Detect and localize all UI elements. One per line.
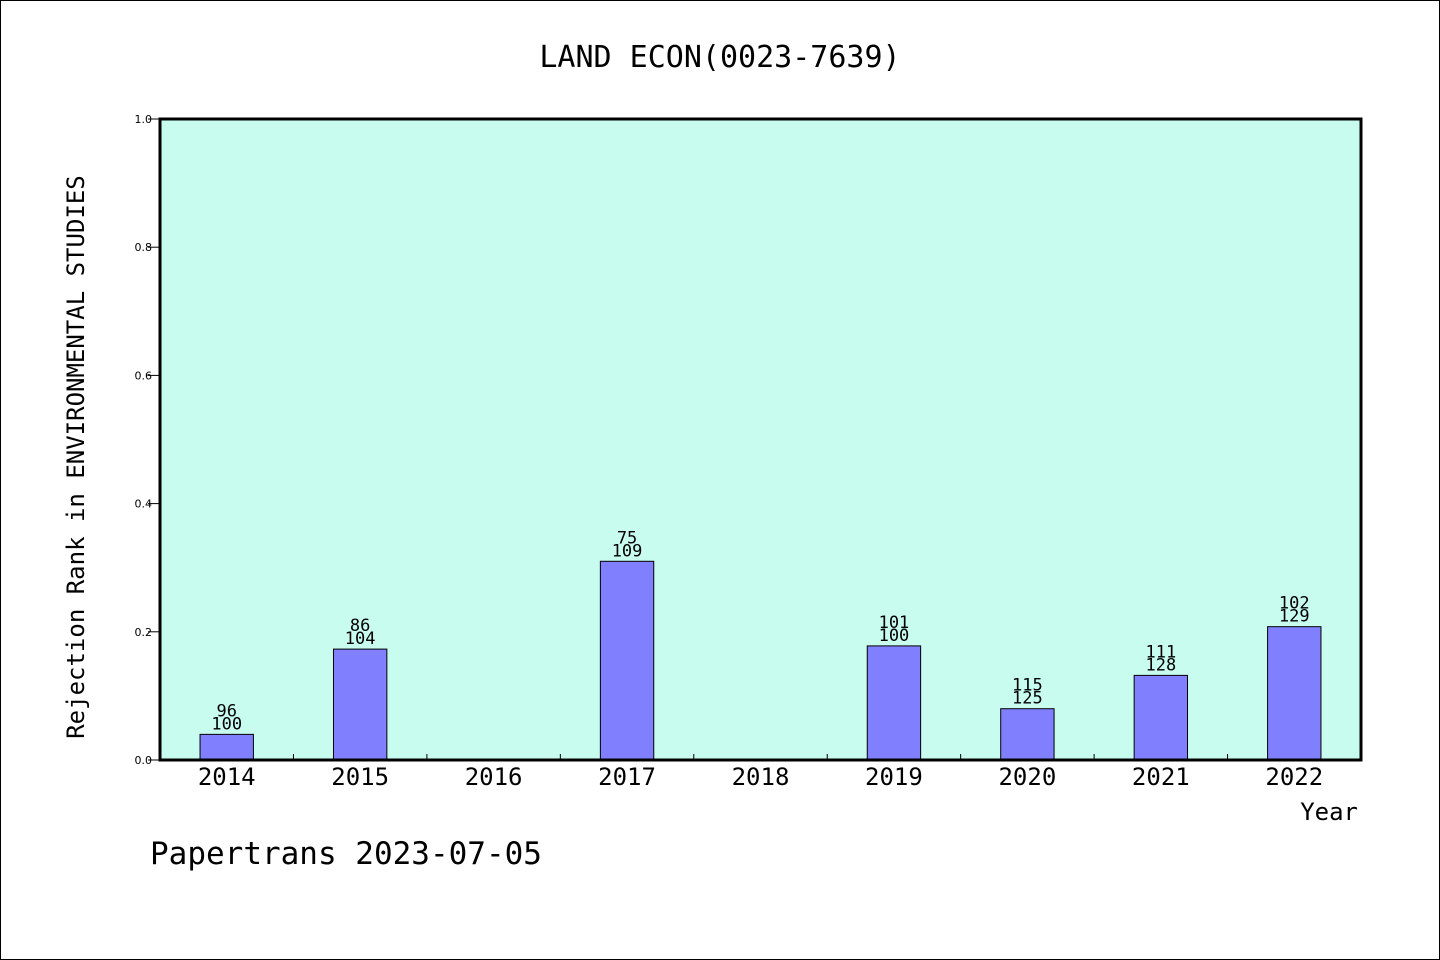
y-tick-label: 0.2 xyxy=(135,626,153,639)
x-axis-label: Year xyxy=(1300,798,1358,826)
y-tick-label: 0.8 xyxy=(135,241,153,254)
y-tick-label: 1.0 xyxy=(135,113,153,126)
y-tick-label: 0.0 xyxy=(135,754,153,767)
bar-2019 xyxy=(866,645,922,761)
data-label-top: 111 xyxy=(1145,642,1176,662)
data-label-top: 101 xyxy=(879,613,910,633)
data-label-top: 115 xyxy=(1012,676,1043,696)
bar-2022 xyxy=(1267,626,1322,761)
data-label-bottom: 109 xyxy=(612,541,643,561)
data-label-bottom: 129 xyxy=(1279,607,1310,627)
data-label-top: 102 xyxy=(1279,594,1310,614)
data-label-top: 86 xyxy=(350,616,370,636)
x-tick-label: 2022 xyxy=(1265,763,1323,791)
x-tick-label: 2021 xyxy=(1132,763,1190,791)
bar-2014 xyxy=(199,733,254,761)
bar-2015 xyxy=(332,648,388,761)
plot-border xyxy=(158,117,1363,762)
data-label-top: 75 xyxy=(617,528,637,548)
bar-2020 xyxy=(1000,708,1055,761)
data-label-bottom: 100 xyxy=(211,714,242,734)
y-tick-label: 0.4 xyxy=(135,498,153,511)
footer-stamp: Papertrans 2023-07-05 xyxy=(150,836,542,872)
x-tick-label: 2018 xyxy=(732,763,790,791)
bars-layer xyxy=(199,560,1322,761)
y-axis-label: Rejection Rank in ENVIRONMENTAL STUDIES xyxy=(62,175,90,739)
x-tick-label: 2020 xyxy=(998,763,1056,791)
data-label-bottom: 128 xyxy=(1145,655,1176,675)
bar-2017 xyxy=(599,560,655,761)
data-label-bottom: 125 xyxy=(1012,689,1043,709)
x-tick-label: 2016 xyxy=(465,763,523,791)
data-label-bottom: 104 xyxy=(345,629,376,649)
y-axis: 0.0 0.2 0.4 0.6 0.8 1.0 xyxy=(135,113,160,767)
x-tick-label: 2019 xyxy=(865,763,923,791)
x-tick-label: 2015 xyxy=(331,763,389,791)
chart-title: LAND ECON(0023-7639) xyxy=(539,40,900,75)
x-tick-label: 2014 xyxy=(198,763,256,791)
y-tick-label: 0.6 xyxy=(135,369,153,382)
data-label-bottom: 100 xyxy=(879,626,910,646)
bar-2021 xyxy=(1133,674,1189,761)
data-label-top: 96 xyxy=(216,701,236,721)
x-tick-label: 2017 xyxy=(598,763,656,791)
x-axis: 2014 2015 2016 2017 2018 2019 2020 2021 2022 xyxy=(198,754,1323,791)
